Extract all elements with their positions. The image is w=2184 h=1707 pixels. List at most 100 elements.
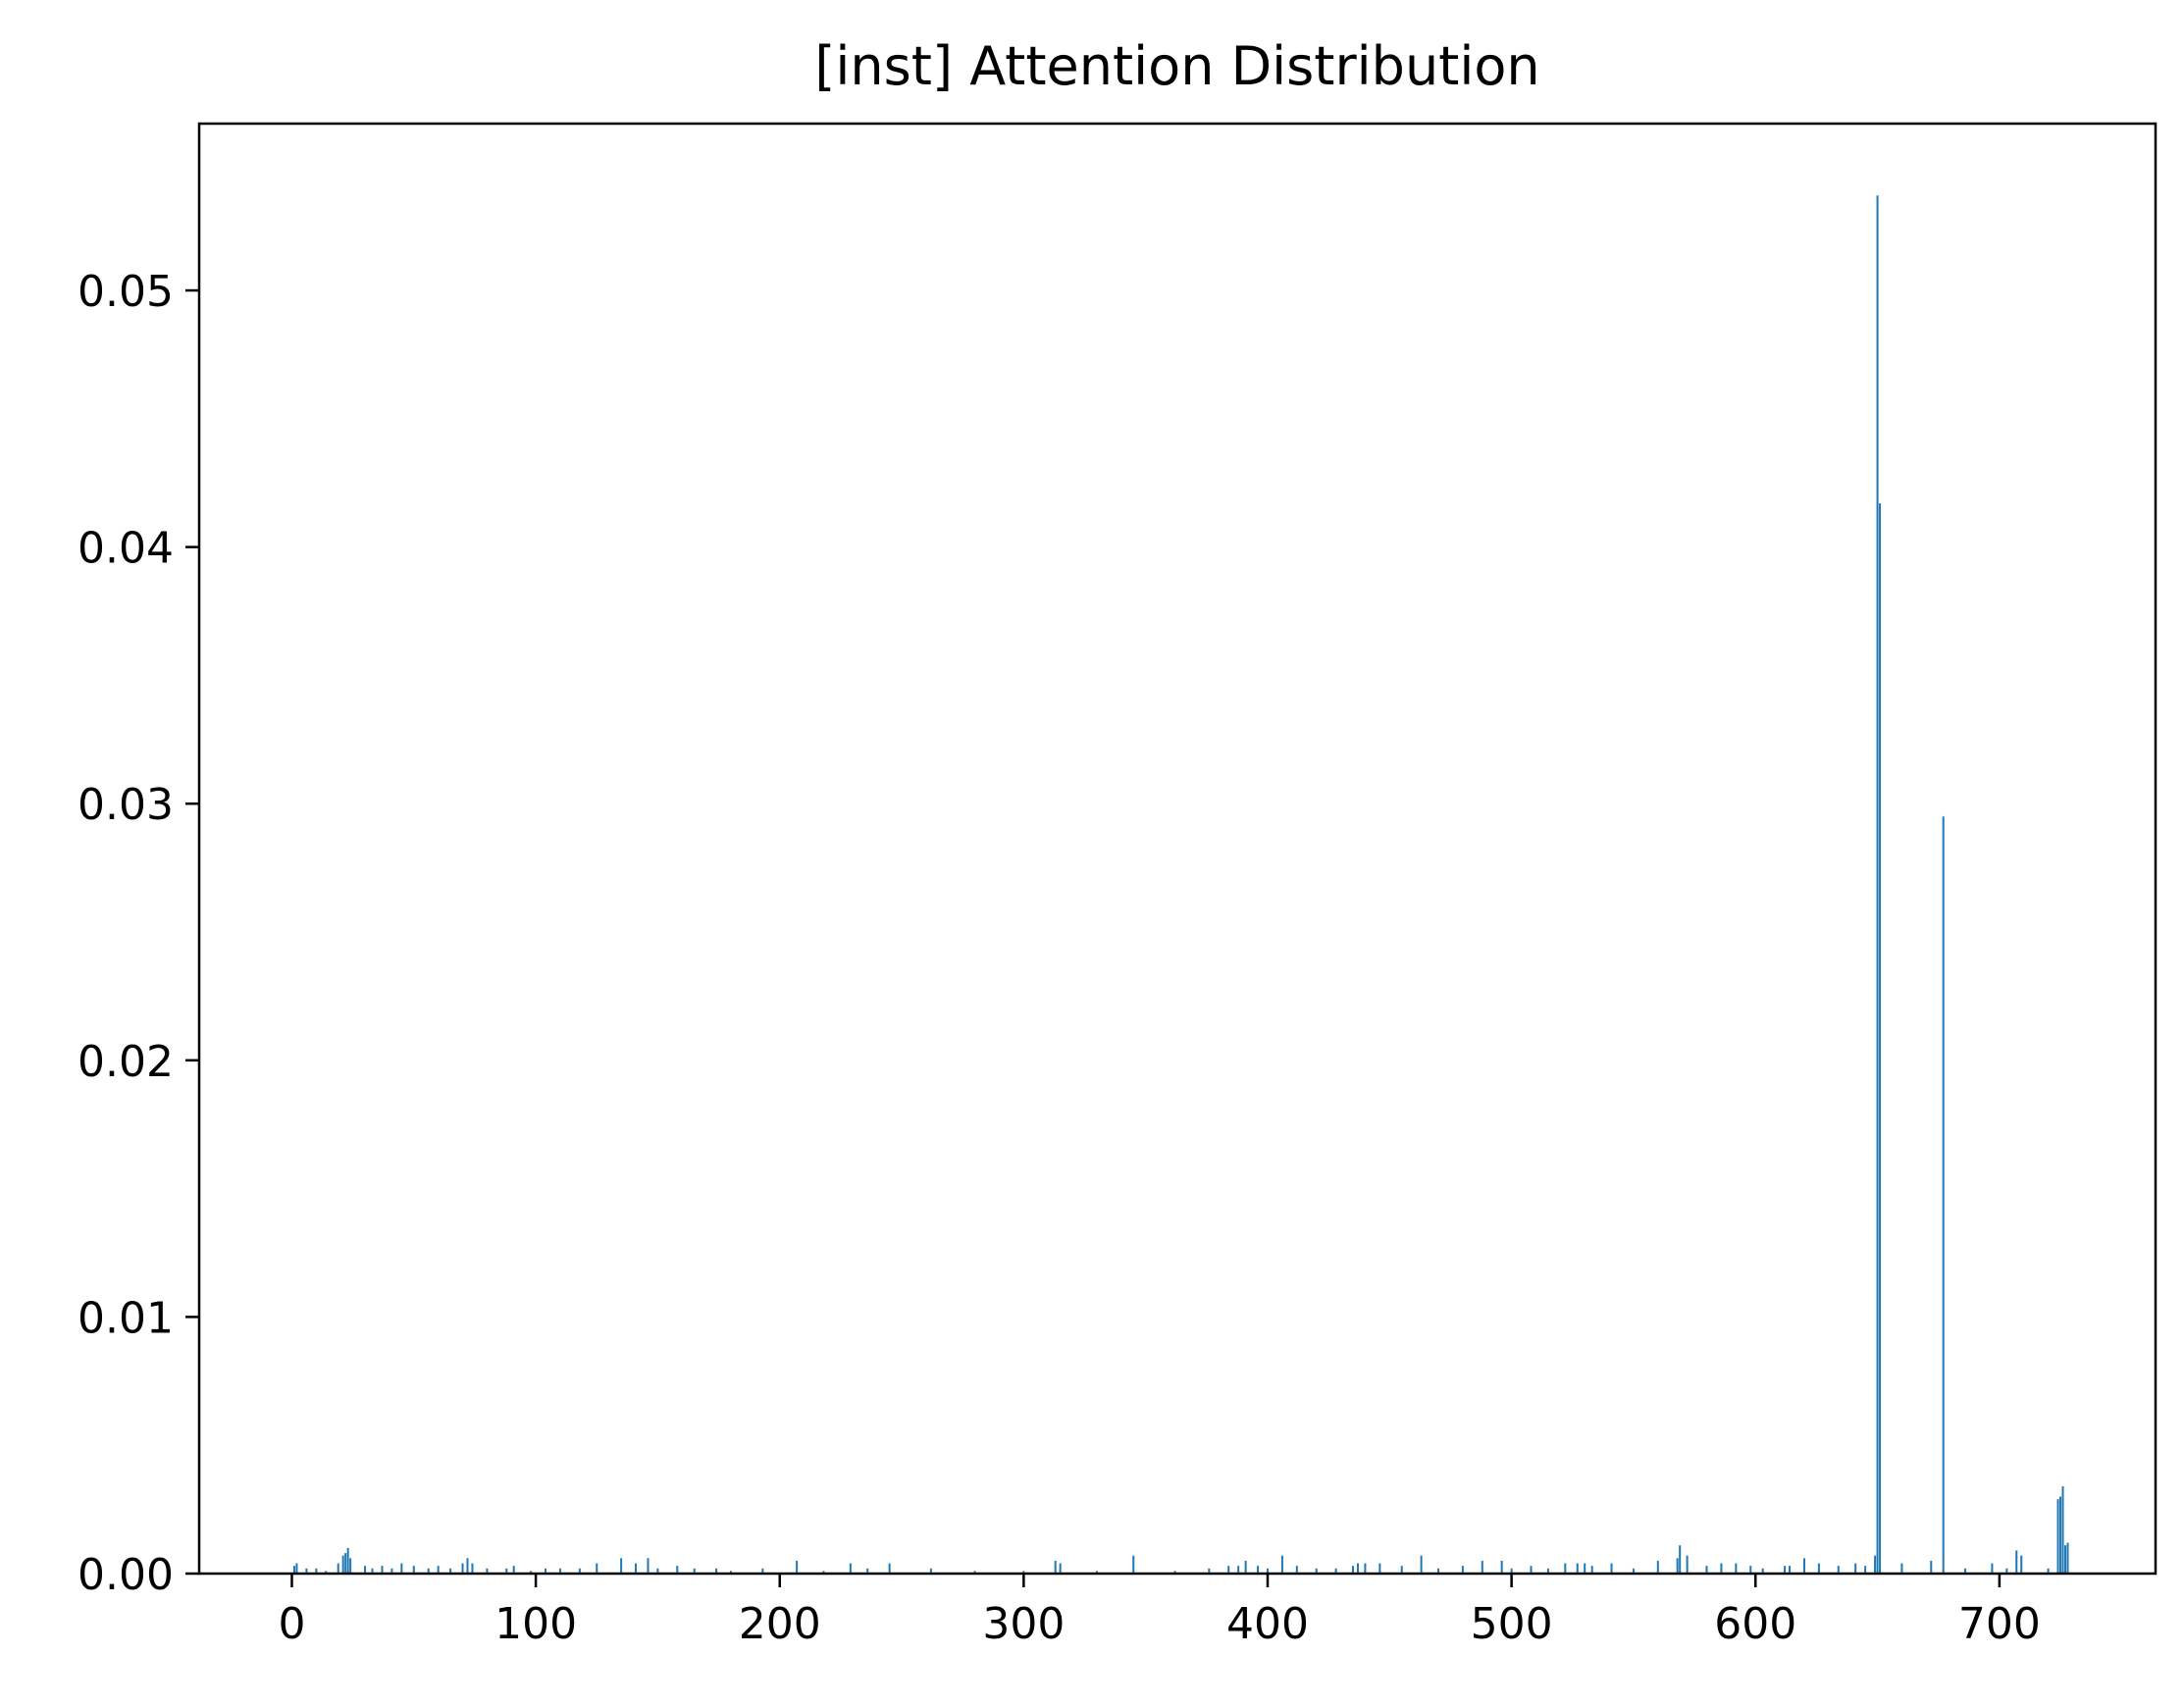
bar bbox=[400, 1563, 403, 1574]
bar bbox=[545, 1568, 547, 1574]
x-tick-label: 400 bbox=[1226, 1599, 1309, 1649]
bar bbox=[364, 1566, 367, 1574]
bar bbox=[635, 1563, 638, 1574]
bar bbox=[1378, 1563, 1381, 1574]
bar bbox=[1879, 503, 1882, 1575]
x-tick-label: 500 bbox=[1471, 1599, 1553, 1649]
bar bbox=[1874, 1555, 1877, 1574]
bar bbox=[530, 1571, 533, 1574]
bar bbox=[461, 1563, 464, 1574]
bar bbox=[315, 1568, 318, 1574]
bar bbox=[2061, 1486, 2064, 1574]
bar bbox=[676, 1566, 679, 1574]
bar bbox=[1208, 1568, 1211, 1574]
bar bbox=[1334, 1568, 1337, 1574]
bar bbox=[1420, 1555, 1423, 1574]
bar bbox=[1059, 1563, 1062, 1574]
bar bbox=[1900, 1563, 1903, 1574]
bar bbox=[1481, 1560, 1483, 1574]
bar bbox=[656, 1568, 659, 1574]
bar bbox=[2015, 1550, 2018, 1574]
bar bbox=[1546, 1568, 1549, 1574]
bar bbox=[973, 1571, 976, 1574]
bar bbox=[512, 1566, 515, 1574]
bar bbox=[1095, 1571, 1098, 1574]
bar bbox=[715, 1568, 718, 1574]
y-axis: 0.00 0.01 0.02 0.03 0.04 0.05 bbox=[78, 267, 199, 1600]
bar bbox=[2047, 1568, 2050, 1574]
bar bbox=[381, 1566, 384, 1574]
bar bbox=[647, 1558, 650, 1574]
bar bbox=[1437, 1568, 1440, 1574]
x-tick-label: 100 bbox=[494, 1599, 577, 1649]
bar bbox=[1257, 1566, 1260, 1574]
y-tick-label: 0.00 bbox=[78, 1550, 174, 1600]
bar bbox=[693, 1568, 696, 1574]
bar bbox=[558, 1568, 561, 1574]
y-tick-label: 0.05 bbox=[78, 267, 174, 317]
bar bbox=[1632, 1568, 1635, 1574]
bar bbox=[761, 1568, 764, 1574]
bar bbox=[1132, 1555, 1135, 1574]
bar bbox=[1400, 1566, 1403, 1574]
bar bbox=[1280, 1555, 1283, 1574]
bar bbox=[344, 1553, 347, 1574]
bar bbox=[1356, 1563, 1359, 1574]
bar bbox=[1510, 1568, 1513, 1574]
x-tick-label: 700 bbox=[1958, 1599, 2041, 1649]
bar bbox=[2066, 1542, 2069, 1574]
bar bbox=[471, 1563, 474, 1574]
bar bbox=[1761, 1568, 1764, 1574]
bar bbox=[292, 1566, 295, 1574]
y-tick-label: 0.01 bbox=[78, 1293, 174, 1343]
bar bbox=[1227, 1566, 1230, 1574]
bar bbox=[412, 1566, 415, 1574]
bar bbox=[437, 1566, 440, 1574]
bar bbox=[1610, 1563, 1613, 1574]
bar bbox=[1964, 1568, 1967, 1574]
bar bbox=[822, 1571, 825, 1574]
x-tick-label: 600 bbox=[1714, 1599, 1796, 1649]
bar bbox=[1802, 1558, 1805, 1574]
bar bbox=[1991, 1563, 1994, 1574]
bar bbox=[866, 1568, 869, 1574]
bar bbox=[390, 1568, 393, 1574]
bar bbox=[346, 1547, 349, 1574]
bar bbox=[1173, 1571, 1176, 1574]
bar bbox=[1364, 1563, 1367, 1574]
bar bbox=[1679, 1545, 1682, 1574]
bar bbox=[466, 1558, 469, 1574]
y-tick-label: 0.03 bbox=[78, 780, 174, 830]
bar bbox=[1930, 1560, 1933, 1574]
bar bbox=[1854, 1563, 1857, 1574]
bar bbox=[1676, 1558, 1679, 1574]
bar bbox=[1352, 1566, 1355, 1574]
bar bbox=[1705, 1566, 1708, 1574]
bar bbox=[1942, 816, 1945, 1574]
bar bbox=[1864, 1566, 1867, 1574]
bar bbox=[427, 1568, 430, 1574]
bar bbox=[1054, 1560, 1057, 1574]
bar bbox=[1749, 1566, 1752, 1574]
bar bbox=[349, 1558, 352, 1574]
bar bbox=[1656, 1560, 1659, 1574]
bar bbox=[1244, 1560, 1247, 1574]
bar bbox=[1789, 1566, 1792, 1574]
bar bbox=[1266, 1568, 1269, 1574]
bar bbox=[305, 1568, 308, 1574]
bar bbox=[1237, 1566, 1240, 1574]
x-tick-label: 200 bbox=[739, 1599, 821, 1649]
x-tick-label: 300 bbox=[982, 1599, 1065, 1649]
bar bbox=[1315, 1568, 1318, 1574]
bar bbox=[1876, 195, 1879, 1574]
bar bbox=[1686, 1555, 1689, 1574]
bar bbox=[1500, 1560, 1503, 1574]
bar bbox=[1564, 1563, 1567, 1574]
bar bbox=[849, 1563, 852, 1574]
bar bbox=[1584, 1563, 1586, 1574]
bar bbox=[295, 1563, 298, 1574]
y-tick-label: 0.04 bbox=[78, 524, 174, 574]
bar bbox=[596, 1563, 598, 1574]
